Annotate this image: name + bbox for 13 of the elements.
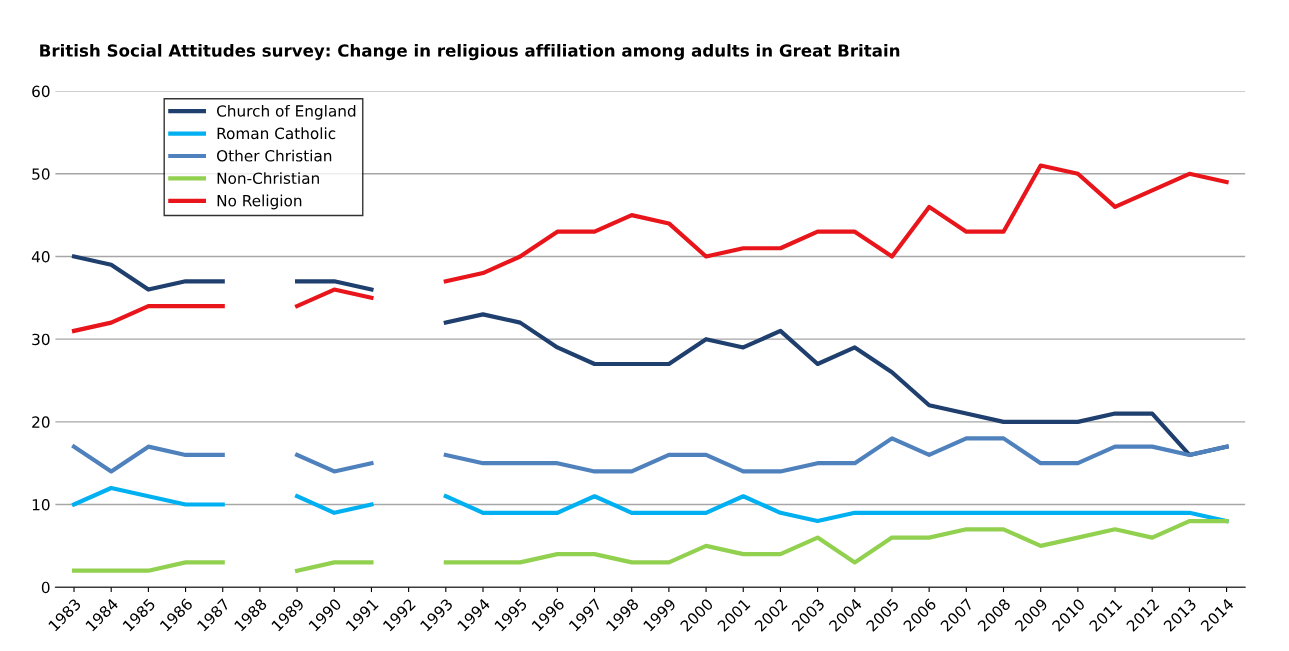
y-tick-label: 60 [32, 85, 50, 98]
y-tick-label: 20 [32, 416, 50, 428]
y-tick-label: 10 [32, 498, 50, 511]
y-tick-label: 30 [32, 333, 50, 346]
legend-label: No Religion [217, 194, 302, 210]
legend-label: Non-Christian [217, 172, 319, 184]
y-tick-label: 40 [31, 250, 50, 263]
legend-label: Church of England [217, 104, 356, 120]
legend-label: Other Christian [217, 149, 332, 162]
y-tick-label: 50 [32, 168, 50, 180]
chart-title: British Social Attitudes survey: Change in religious affiliation among adults in Great Britain [40, 43, 900, 61]
y-tick-label: 0 [41, 581, 50, 594]
legend-label: Roman Catholic [217, 127, 336, 140]
